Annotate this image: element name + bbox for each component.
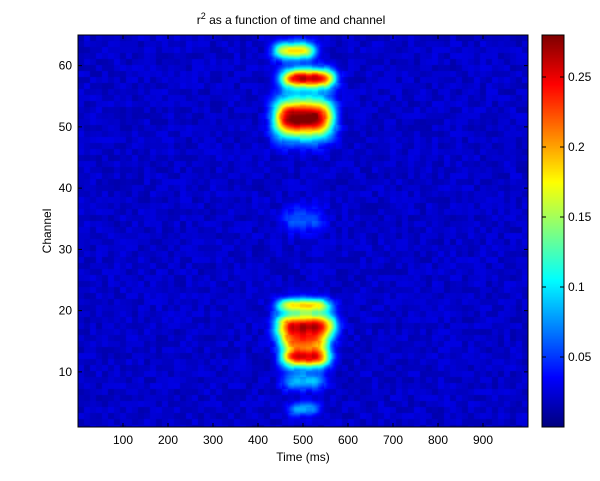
x-axis-label: Time (ms) (276, 450, 330, 464)
colorbar-gradient (542, 35, 564, 427)
y-tick-label: 30 (59, 242, 73, 256)
y-tick-label: 10 (59, 365, 73, 379)
y-tick-label: 60 (59, 59, 73, 73)
y-tick-label: 40 (59, 181, 73, 195)
colorbar-frame (541, 34, 565, 428)
y-axis-label: Channel (40, 209, 54, 254)
colorbar-tick-label: 0.2 (568, 140, 585, 154)
y-axis: 10 20 30 40 50 60 (59, 59, 528, 379)
colorbar-ticks: 0.05 0.1 0.15 0.2 0.25 (542, 70, 592, 364)
x-tick-label: 400 (248, 433, 268, 447)
y-tick-label: 50 (59, 120, 73, 134)
heatmap-plot-area (77, 34, 529, 428)
colorbar-tick-label: 0.25 (568, 70, 592, 84)
x-tick-label: 100 (113, 433, 133, 447)
x-tick-label: 700 (383, 433, 403, 447)
x-tick-label: 300 (203, 433, 223, 447)
x-tick-label: 200 (158, 433, 178, 447)
colorbar: 0.05 0.1 0.15 0.2 0.25 (541, 34, 592, 428)
x-axis: 100 200 300 400 500 600 700 800 900 (113, 35, 493, 447)
x-tick-label: 600 (338, 433, 358, 447)
heatmap-cells (78, 35, 528, 427)
x-tick-label: 500 (293, 433, 313, 447)
colorbar-tick-label: 0.15 (568, 210, 592, 224)
colorbar-tick-label: 0.1 (568, 280, 585, 294)
x-tick-label: 900 (473, 433, 493, 447)
chart-title: r2 as a function of time and channel (197, 11, 385, 27)
x-tick-label: 800 (428, 433, 448, 447)
y-tick-label: 20 (59, 304, 73, 318)
colorbar-tick-label: 0.05 (568, 350, 592, 364)
